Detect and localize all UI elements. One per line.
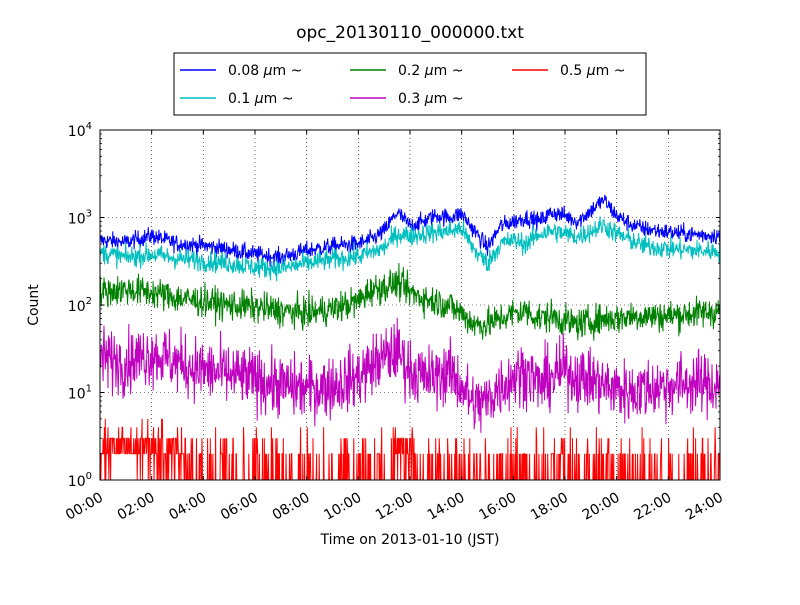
series-line-0-1 (100, 216, 720, 282)
series-line-0-3 (100, 317, 720, 433)
legend-label-unit: m ~ (273, 63, 303, 79)
legend-label-size: 0.5 (560, 63, 587, 79)
legend-label-mu: μ (424, 63, 434, 79)
x-tick-label: 00:00 (63, 490, 106, 524)
y-tick-exp: 2 (86, 296, 92, 307)
legend-label-mu: μ (424, 91, 434, 107)
y-tick-base: 10 (68, 299, 86, 315)
legend-label: 0.2 μm ~ (398, 63, 463, 79)
legend-label: 0.3 μm ~ (398, 91, 463, 107)
y-axis-label: Count (26, 284, 42, 326)
y-tick-exp: 1 (86, 384, 92, 395)
legend-label-size: 0.1 (228, 91, 255, 107)
legend: 0.08 μm ~0.1 μm ~0.2 μm ~0.3 μm ~0.5 μm … (173, 52, 647, 116)
y-tick-label: 103 (68, 209, 92, 228)
grid-layer (100, 130, 720, 480)
legend-label-unit: m ~ (596, 63, 626, 79)
legend-label-mu: μ (586, 63, 596, 79)
legend-label: 0.08 μm ~ (228, 63, 302, 79)
x-tick-label: 18:00 (528, 490, 571, 524)
x-tick-label: 22:00 (631, 490, 674, 524)
series-line-0-2 (100, 263, 720, 341)
x-tick-label: 02:00 (115, 490, 158, 524)
series-line-0-5 (100, 418, 720, 480)
legend-label-unit: m ~ (264, 91, 294, 107)
legend-box (173, 52, 647, 116)
legend-label: 0.1 μm ~ (228, 91, 293, 107)
y-tick-exp: 0 (86, 471, 92, 482)
series-layer (100, 194, 720, 480)
y-tick-base: 10 (68, 474, 86, 490)
legend-label-mu: μ (263, 63, 273, 79)
y-tick-label: 101 (68, 384, 92, 403)
x-tick-labels: 00:00 02:00 04:00 06:00 08:00 10:00 12:00 14:00… (63, 490, 726, 524)
tick-layer (99, 129, 721, 481)
legend-label-size: 0.2 (398, 63, 425, 79)
legend-label-unit: m ~ (434, 63, 464, 79)
x-tick-label: 04:00 (166, 490, 209, 524)
series-line-0-08 (100, 194, 720, 268)
legend-label-unit: m ~ (434, 91, 464, 107)
y-tick-label: 102 (68, 296, 92, 315)
chart-title: opc_20130110_000000.txt (296, 23, 524, 43)
x-tick-label: 10:00 (321, 490, 364, 524)
y-tick-base: 10 (68, 212, 86, 228)
x-tick-label: 16:00 (476, 490, 519, 524)
legend-label-size: 0.3 (398, 91, 425, 107)
x-tick-label: 06:00 (218, 490, 261, 524)
legend-label-mu: μ (254, 91, 264, 107)
x-tick-label: 12:00 (373, 490, 416, 524)
y-tick-label: 100 (68, 471, 92, 490)
x-tick-label: 20:00 (580, 490, 623, 524)
y-tick-label: 104 (68, 121, 92, 140)
y-tick-exp: 4 (86, 121, 92, 132)
legend-label: 0.5 μm ~ (560, 63, 625, 79)
x-tick-label: 14:00 (425, 490, 468, 524)
y-tick-base: 10 (68, 387, 86, 403)
x-axis-label: Time on 2013-01-10 (JST) (320, 532, 500, 548)
x-tick-label: 08:00 (270, 490, 313, 524)
y-tick-base: 10 (68, 124, 86, 140)
y-tick-exp: 3 (86, 209, 92, 220)
x-tick-label: 24:00 (683, 490, 726, 524)
legend-label-size: 0.08 (228, 63, 264, 79)
